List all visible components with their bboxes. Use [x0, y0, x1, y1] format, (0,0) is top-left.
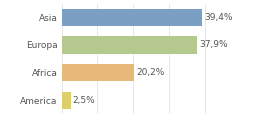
Bar: [62, 92, 71, 109]
Bar: [62, 64, 134, 81]
Text: 20,2%: 20,2%: [136, 68, 164, 77]
Bar: [62, 36, 197, 54]
Bar: [62, 9, 202, 26]
Text: 2,5%: 2,5%: [73, 96, 95, 105]
Text: 39,4%: 39,4%: [205, 13, 233, 22]
Text: 37,9%: 37,9%: [199, 40, 228, 49]
